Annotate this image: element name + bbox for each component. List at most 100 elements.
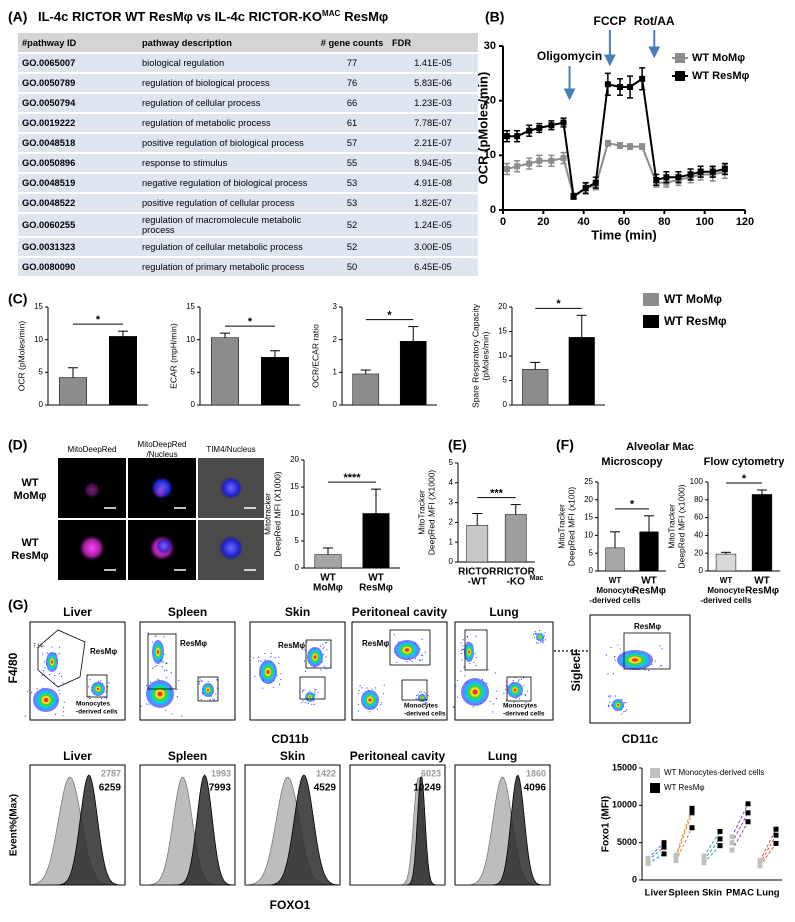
y-axis-title: MitoTracker	[416, 490, 426, 535]
y-tick-label: 0	[699, 566, 704, 575]
y-tick-label: 3	[333, 302, 338, 311]
event-dot	[36, 688, 38, 690]
gate	[86, 674, 108, 698]
event-dot	[216, 678, 218, 680]
event-dot	[424, 701, 427, 703]
category-label: WT	[720, 576, 733, 585]
significance: ****	[343, 472, 361, 484]
event-dot	[88, 695, 90, 697]
y-tick-label: 1	[449, 537, 454, 546]
y-tick-label: 5000	[617, 837, 637, 847]
event-dot	[326, 649, 328, 651]
event-dot	[460, 670, 462, 672]
title-part: ResMφ	[344, 9, 388, 24]
event-dot	[280, 673, 282, 675]
event-dot	[624, 710, 627, 712]
x-axis-title: CD11b	[271, 732, 308, 746]
event-dot	[278, 662, 280, 664]
table-cell: regulation of metabolic process	[138, 114, 316, 132]
event-dot	[166, 669, 168, 671]
table-cell: positive regulation of cellular process	[138, 194, 316, 212]
event-dot	[659, 665, 661, 667]
event-dot	[253, 657, 255, 659]
mfi-res: 4096	[524, 783, 547, 794]
legend-label: WT ResMφ	[692, 70, 750, 82]
event-dot	[358, 689, 360, 692]
event-dot	[58, 672, 60, 675]
table-cell: 57	[316, 134, 388, 152]
event-dot	[171, 713, 173, 715]
event-dot	[276, 674, 278, 677]
y-tick-label: 10	[290, 509, 299, 518]
table-cell: GO.0048519	[18, 174, 138, 192]
panel-title: IL-4c RICTOR WT ResMφ vs IL-4c RICTOR-KO…	[38, 9, 388, 24]
image-column-label: MitoDeepRed	[138, 440, 187, 449]
legend-swatch	[650, 768, 660, 778]
event-dot	[543, 635, 546, 637]
table-cell: 66	[316, 94, 388, 112]
table-row: GO.0080090 regulation of primary metaboli…	[18, 258, 478, 276]
event-dot	[605, 654, 607, 656]
bar	[211, 337, 239, 406]
mfi-res: 6259	[99, 783, 122, 794]
plot-title: Liver	[63, 749, 92, 763]
event-dot	[659, 645, 661, 647]
event-dot	[156, 665, 158, 667]
event-dot	[176, 688, 178, 691]
data-point	[645, 855, 651, 861]
data-point	[729, 847, 735, 853]
category-label: MoMφ	[313, 583, 343, 594]
data-point	[701, 860, 707, 866]
event-dot	[152, 667, 154, 669]
x-tick-label: PMAC	[726, 888, 754, 899]
event-dot	[418, 659, 420, 662]
plot-title: Spleen	[168, 605, 207, 619]
event-dot	[414, 658, 417, 660]
gate	[305, 639, 332, 669]
mfi-mono: 1993	[211, 768, 231, 778]
event-dot	[322, 643, 324, 645]
event-dot	[492, 711, 494, 713]
x-tick-label: Liver	[645, 888, 668, 899]
event-dot	[612, 672, 615, 674]
y-tick-label: 0	[449, 557, 454, 566]
y-tick-label: 10000	[612, 800, 637, 810]
histogram-res	[455, 774, 551, 886]
event-dot	[544, 639, 547, 641]
event-dot	[374, 687, 376, 689]
event-dot	[416, 694, 418, 697]
event-dot	[302, 689, 304, 691]
y-tick-label: 0	[39, 400, 44, 409]
table-row: GO.0031323 regulation of cellular metabol…	[18, 238, 478, 256]
event-dot	[540, 641, 542, 643]
event-dot	[396, 661, 398, 663]
event-dot	[58, 652, 60, 655]
event-dot	[155, 635, 157, 637]
density-contour	[157, 691, 163, 697]
data-point	[773, 826, 779, 832]
gate	[464, 629, 488, 671]
event-dot	[537, 642, 539, 644]
table-cell: 50	[316, 258, 388, 276]
data-point	[504, 133, 511, 140]
event-dot	[461, 645, 463, 647]
y-tick-label: 20	[498, 302, 507, 311]
table-row: GO.0048519 negative regulation of biologi…	[18, 174, 478, 192]
event-dot	[302, 700, 304, 702]
event-dot	[393, 634, 395, 636]
event-dot	[101, 697, 103, 700]
event-dot	[512, 679, 514, 682]
event-dot	[607, 695, 610, 697]
table-cell: GO.0080090	[18, 258, 138, 276]
table-cell: regulation of cellular metabolic process	[138, 238, 316, 256]
event-dot	[475, 664, 477, 666]
event-dot	[108, 682, 110, 684]
y-axis-title: OCR (pMoles/min)	[475, 72, 490, 185]
event-dot	[199, 678, 201, 680]
event-dot	[466, 636, 469, 639]
bar	[314, 554, 342, 569]
category-label: WT	[320, 573, 336, 584]
event-dot	[303, 641, 305, 644]
table-row: GO.0048522 positive regulation of cellula…	[18, 194, 478, 212]
table-cell: 7.78E-07	[388, 114, 478, 132]
